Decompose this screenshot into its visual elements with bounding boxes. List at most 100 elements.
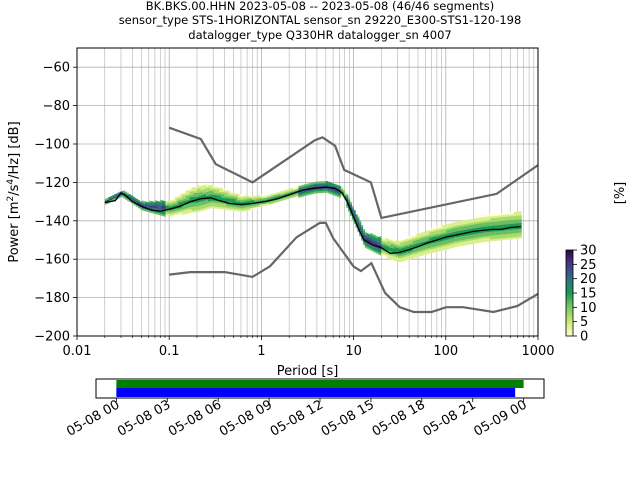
histogram-cell	[497, 225, 500, 228]
histogram-cell	[421, 239, 424, 243]
histogram-cell	[468, 225, 471, 228]
histogram-cell	[468, 232, 471, 236]
histogram-cell	[456, 231, 460, 234]
histogram-cell	[104, 202, 107, 205]
histogram-cell	[195, 210, 198, 213]
timeline-tick-label: 05-08 21	[421, 397, 479, 439]
histogram-cell	[200, 205, 203, 208]
histogram-cell	[442, 248, 445, 251]
histogram-cell	[231, 208, 235, 211]
histogram-cell	[519, 213, 522, 216]
histogram-cell	[233, 195, 236, 198]
histogram-cell	[421, 236, 424, 239]
histogram-cell	[187, 205, 190, 208]
histogram-cell	[246, 197, 249, 200]
histogram-cell	[519, 234, 522, 237]
histogram-cell	[484, 230, 487, 233]
histogram-cell	[215, 200, 218, 203]
histogram-cell	[431, 233, 434, 236]
histogram-cell	[497, 232, 500, 235]
histogram-cell	[414, 247, 417, 250]
histogram-cell	[252, 203, 255, 206]
histogram-cell	[372, 239, 375, 243]
histogram-cell	[475, 218, 478, 221]
histogram-cell	[508, 223, 511, 227]
histogram-cell	[438, 235, 441, 238]
histogram-cell	[261, 196, 264, 199]
histogram-cell	[436, 230, 439, 233]
histogram-cell	[493, 233, 496, 236]
histogram-cell	[515, 217, 519, 220]
histogram-cell	[248, 198, 251, 201]
histogram-cell	[432, 238, 436, 241]
histogram-cell	[440, 242, 443, 246]
histogram-cell	[226, 194, 229, 197]
histogram-cell	[495, 238, 498, 241]
histogram-cell	[327, 189, 330, 192]
histogram-cell	[495, 217, 498, 220]
histogram-cell	[355, 214, 358, 217]
histogram-cell	[462, 233, 465, 237]
histogram-cell	[191, 206, 194, 209]
histogram-cell	[184, 200, 187, 203]
histogram-cell	[292, 191, 295, 194]
histogram-cell	[423, 231, 426, 234]
histogram-cell	[215, 195, 218, 198]
histogram-cell	[510, 227, 513, 230]
histogram-cell	[185, 194, 188, 197]
histogram-cell	[444, 230, 447, 233]
histogram-cell	[198, 199, 201, 202]
histogram-cell	[224, 196, 227, 199]
histogram-cell	[196, 196, 199, 199]
histogram-cell	[184, 210, 187, 213]
histogram-cell	[473, 226, 476, 229]
histogram-cell	[503, 216, 506, 219]
timeline-tick-label: 05-09 00	[472, 397, 530, 439]
histogram-cell	[444, 243, 447, 247]
histogram-cell	[447, 231, 450, 234]
histogram-cell	[386, 248, 389, 251]
histogram-cell	[377, 236, 380, 240]
histogram-cell	[198, 195, 201, 199]
histogram-cell	[423, 252, 426, 255]
histogram-cell	[438, 247, 441, 250]
histogram-cell	[250, 198, 253, 201]
histogram-cell	[442, 234, 445, 237]
histogram-cell	[425, 236, 428, 240]
histogram-cell	[429, 235, 432, 239]
histogram-cell	[208, 193, 211, 196]
histogram-cell	[208, 185, 211, 188]
histogram-cell	[519, 211, 522, 214]
histogram-cell	[388, 252, 391, 256]
histogram-cell	[233, 200, 236, 204]
histogram-cell	[246, 199, 249, 202]
histogram-cell	[432, 233, 436, 236]
histogram-cell	[429, 239, 432, 242]
histogram-cell	[390, 247, 393, 250]
histogram-cell	[281, 190, 284, 193]
histogram-cell	[392, 256, 395, 259]
histogram-cell	[318, 191, 321, 194]
histogram-cell	[444, 247, 447, 250]
histogram-cell	[355, 225, 358, 229]
histogram-cell	[226, 207, 229, 210]
histogram-cell	[324, 184, 327, 188]
histogram-cell	[421, 251, 424, 254]
histogram-cell	[399, 242, 402, 245]
histogram-cell	[445, 228, 448, 231]
histogram-cell	[333, 193, 336, 196]
histogram-cell	[231, 200, 235, 203]
histogram-cell	[514, 219, 517, 222]
histogram-cell	[172, 209, 176, 212]
histogram-cell	[473, 235, 476, 238]
histogram-cell	[471, 228, 474, 231]
histogram-cell	[350, 206, 353, 209]
histogram-cell	[243, 199, 246, 202]
histogram-cell	[432, 229, 436, 232]
histogram-cell	[425, 234, 428, 238]
histogram-cell	[366, 233, 369, 236]
histogram-cell	[276, 200, 279, 203]
histogram-cell	[226, 196, 229, 199]
histogram-cell	[372, 234, 375, 237]
histogram-cell	[305, 185, 308, 188]
